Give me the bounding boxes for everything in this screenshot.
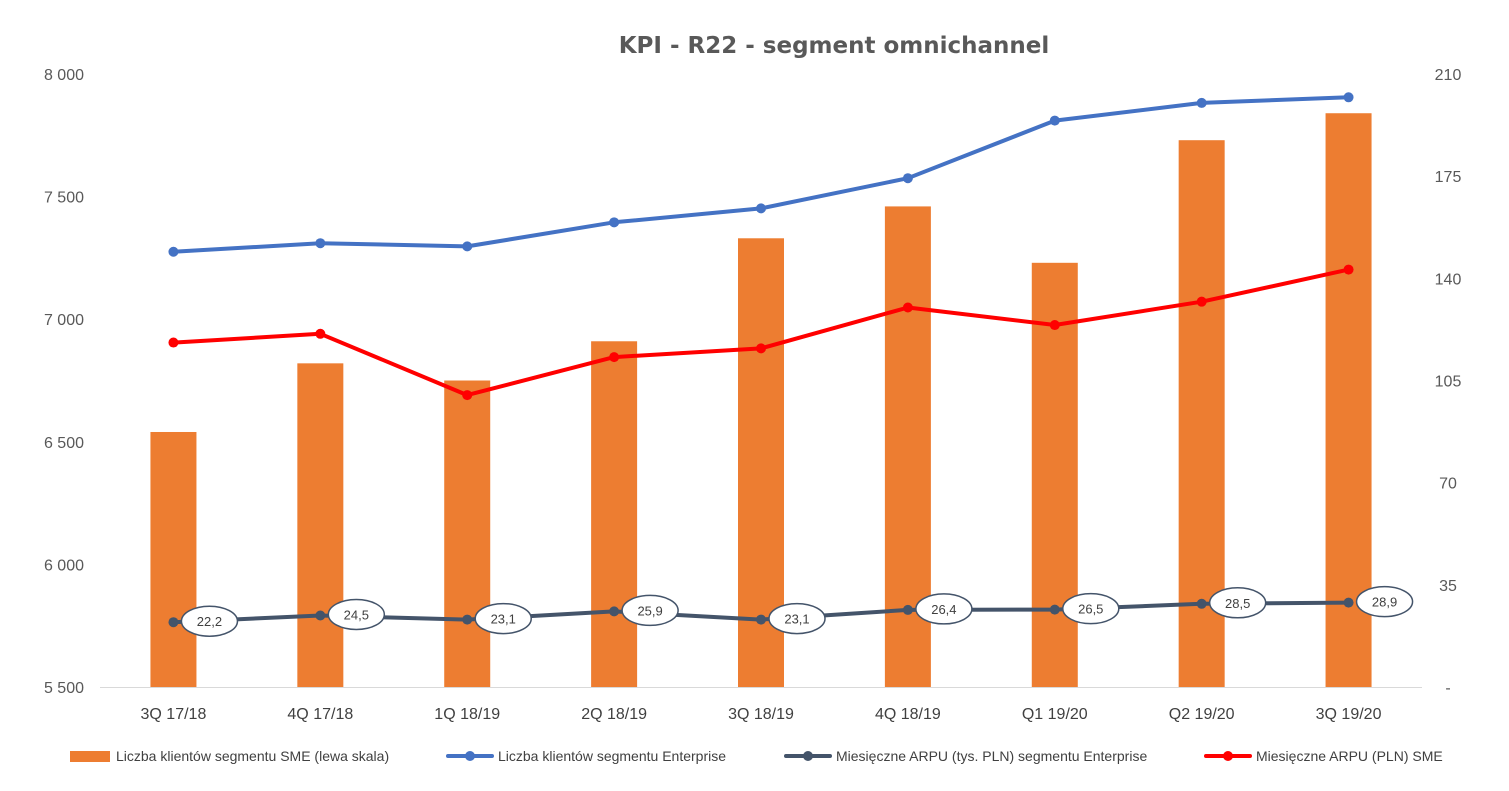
y-left-tick-label: 7 500 <box>44 190 84 207</box>
y-right-tick-label: 175 <box>1435 169 1462 186</box>
x-tick-label: 3Q 19/20 <box>1316 706 1382 723</box>
point-enterprise-arpu <box>1343 597 1354 608</box>
legend-label: Miesięczne ARPU (tys. PLN) segmentu Ente… <box>836 748 1147 764</box>
point-enterprise-clients <box>1343 92 1354 103</box>
legend-label: Miesięczne ARPU (PLN) SME <box>1256 748 1443 764</box>
point-enterprise-clients <box>462 241 473 252</box>
y-right-tick-label: 70 <box>1439 476 1457 493</box>
point-sme-arpu <box>902 302 913 313</box>
y-right-tick-label: 140 <box>1435 271 1462 288</box>
data-label: 28,5 <box>1225 596 1250 611</box>
data-label-bubble <box>1208 587 1267 619</box>
bar-sme-clients <box>444 380 491 687</box>
point-enterprise-clients <box>315 238 326 249</box>
point-enterprise-arpu <box>609 606 620 617</box>
point-enterprise-clients <box>609 217 620 228</box>
line-enterprise-clients <box>171 95 1351 254</box>
data-label: 28,9 <box>1372 595 1397 610</box>
data-label: 23,1 <box>491 612 516 627</box>
point-sme-arpu <box>315 328 326 339</box>
data-label-bubble <box>180 605 239 637</box>
x-tick-label: 3Q 18/19 <box>728 706 794 723</box>
data-label: 24,5 <box>344 607 369 622</box>
point-enterprise-clients <box>168 246 179 257</box>
point-sme-arpu <box>609 352 620 363</box>
x-tick-label: Q2 19/20 <box>1169 706 1235 723</box>
bar-sme-clients <box>150 431 197 687</box>
data-label-bubble <box>474 602 532 635</box>
point-enterprise-arpu <box>756 614 766 625</box>
legend-swatch-marker <box>803 751 813 761</box>
y-left-tick-label: 7 000 <box>44 312 84 329</box>
x-tick-label: 1Q 18/19 <box>434 706 500 723</box>
data-label-bubble <box>327 598 386 631</box>
point-enterprise-arpu <box>462 614 473 625</box>
data-label: 26,5 <box>1078 602 1103 617</box>
point-enterprise-arpu <box>1196 598 1207 609</box>
data-label: 23,1 <box>784 612 809 627</box>
y-right-tick-label: 210 <box>1435 67 1462 84</box>
point-enterprise-clients <box>1049 115 1060 126</box>
data-label-bubble <box>915 593 973 625</box>
y-left-tick-label: 6 500 <box>44 435 84 452</box>
point-sme-arpu <box>1343 264 1354 275</box>
point-sme-arpu <box>1196 296 1207 307</box>
y-right-tick-label: - <box>1445 680 1450 697</box>
data-label-bubble <box>768 602 826 635</box>
x-tick-label: 3Q 17/18 <box>141 706 207 723</box>
y-right-tick-label: 35 <box>1439 578 1457 595</box>
point-enterprise-clients <box>1196 97 1207 108</box>
chart-title: KPI - R22 - segment omnichannel <box>619 33 1050 59</box>
x-tick-label: 2Q 18/19 <box>581 706 647 723</box>
data-label: 25,9 <box>637 603 662 618</box>
legend-swatch-bar <box>70 751 110 762</box>
point-sme-arpu <box>756 343 766 354</box>
point-sme-arpu <box>462 390 473 401</box>
legend-label: Liczba klientów segmentu SME (lewa skala… <box>116 748 389 764</box>
point-enterprise-arpu <box>1049 604 1060 615</box>
data-label-bubble <box>1062 592 1120 625</box>
point-sme-arpu <box>1049 320 1060 331</box>
x-tick-label: 4Q 17/18 <box>287 706 353 723</box>
data-label: 22,2 <box>197 614 222 629</box>
y-left-tick-label: 5 500 <box>44 680 84 697</box>
legend-label: Liczba klientów segmentu Enterprise <box>498 748 726 764</box>
point-enterprise-arpu <box>168 617 179 628</box>
bar-sme-clients <box>591 341 638 687</box>
y-left-tick-label: 6 000 <box>44 557 84 574</box>
point-enterprise-arpu <box>315 610 326 621</box>
data-label-bubble <box>1355 585 1414 618</box>
x-tick-label: 4Q 18/19 <box>875 706 941 723</box>
legend-swatch-marker <box>1223 751 1233 761</box>
legend-swatch-marker <box>465 751 475 761</box>
data-label: 26,4 <box>931 602 956 617</box>
point-enterprise-arpu <box>902 604 913 615</box>
bar-sme-clients <box>297 363 344 687</box>
point-enterprise-clients <box>902 173 913 184</box>
data-label-bubble <box>621 594 679 627</box>
y-right-tick-label: 105 <box>1435 374 1462 391</box>
point-enterprise-clients <box>756 203 766 214</box>
y-left-tick-label: 8 000 <box>44 67 84 84</box>
x-tick-label: Q1 19/20 <box>1022 706 1088 723</box>
point-sme-arpu <box>168 337 179 348</box>
